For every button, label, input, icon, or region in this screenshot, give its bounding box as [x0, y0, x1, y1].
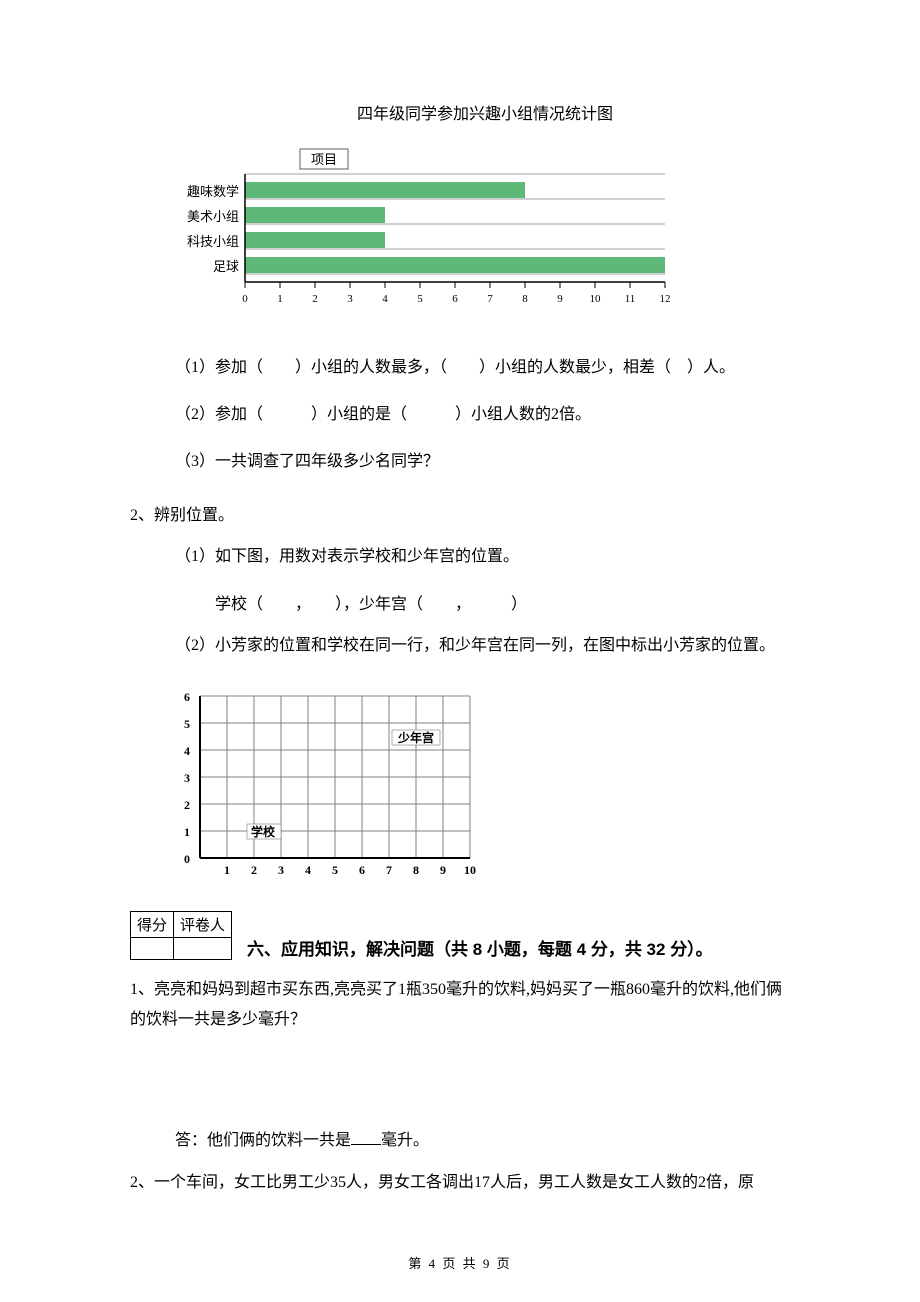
coordinate-grid: 6 5 4 3 2 1 0 1 2 3 4 5 6 7 8 9 10 学校 少年…	[175, 686, 790, 881]
svg-text:2: 2	[184, 798, 190, 812]
svg-text:0: 0	[184, 852, 190, 866]
svg-text:3: 3	[278, 863, 284, 876]
svg-text:11: 11	[625, 293, 636, 305]
score-cell-1	[131, 937, 174, 959]
svg-text:1: 1	[184, 825, 190, 839]
page-footer: 第 4 页 共 9 页	[0, 1253, 920, 1272]
question-1: （1）参加（ ）小组的人数最多，（ ）小组的人数最少，相差（ ）人。	[175, 354, 790, 383]
answer-suffix: 毫升。	[381, 1132, 429, 1149]
bar-chart-svg: 趣味数学 美术小组 科技小组 足球 项目	[175, 144, 670, 319]
svg-text:10: 10	[464, 863, 476, 876]
answer-blank	[351, 1129, 381, 1145]
problem-2: 2、一个车间，女工比男工少35人，男女工各调出17人后，男工人数是女工人数的2倍…	[130, 1168, 790, 1198]
bar-label-2: 科技小组	[187, 234, 239, 249]
x-ticks	[245, 282, 665, 288]
bar-1	[245, 207, 385, 223]
svg-text:3: 3	[184, 771, 190, 785]
svg-text:2: 2	[251, 863, 257, 876]
svg-text:3: 3	[347, 293, 353, 305]
score-header-1: 得分	[131, 911, 174, 937]
marker-school: 学校	[251, 824, 276, 839]
svg-text:5: 5	[417, 293, 423, 305]
svg-text:8: 8	[522, 293, 528, 305]
svg-text:4: 4	[382, 293, 388, 305]
svg-text:4: 4	[184, 744, 190, 758]
svg-text:5: 5	[332, 863, 338, 876]
svg-text:1: 1	[224, 863, 230, 876]
question-3: （3）一共调查了四年级多少名同学？	[175, 448, 790, 477]
bar-label-0: 趣味数学	[187, 184, 239, 199]
svg-text:5: 5	[184, 717, 190, 731]
bar-3	[245, 257, 665, 273]
problem-1: 1、亮亮和妈妈到超市买东西,亮亮买了1瓶350毫升的饮料,妈妈买了一瓶860毫升…	[130, 975, 790, 1036]
section-2-sub1: （1）如下图，用数对表示学校和少年宫的位置。	[175, 543, 790, 572]
svg-text:7: 7	[487, 293, 493, 305]
bar-2	[245, 232, 385, 248]
svg-text:6: 6	[359, 863, 365, 876]
score-cell-2	[174, 937, 232, 959]
axis-label: 项目	[311, 152, 337, 167]
chart-title: 四年级同学参加兴趣小组情况统计图	[180, 100, 790, 124]
section-2-num: 2、辨别位置。	[130, 501, 790, 525]
bar-chart: 趣味数学 美术小组 科技小组 足球 项目	[175, 144, 655, 324]
svg-text:6: 6	[184, 690, 190, 704]
svg-text:10: 10	[590, 293, 602, 305]
answer-prefix: 答：他们俩的饮料一共是	[175, 1132, 351, 1149]
svg-text:9: 9	[557, 293, 563, 305]
bar-0	[245, 182, 525, 198]
score-table: 得分 评卷人	[130, 911, 232, 960]
svg-text:2: 2	[312, 293, 318, 305]
question-2: （2）参加（ ）小组的是（ ）小组人数的2倍。	[175, 401, 790, 430]
marker-youthpalace: 少年宫	[397, 730, 434, 745]
problem-1-answer: 答：他们俩的饮料一共是 毫升。	[175, 1126, 790, 1150]
section-6-title: 六、应用知识，解决问题（共 8 小题，每题 4 分，共 32 分）。	[247, 935, 713, 960]
score-section: 得分 评卷人 六、应用知识，解决问题（共 8 小题，每题 4 分，共 32 分）…	[130, 911, 790, 960]
svg-text:4: 4	[305, 863, 311, 876]
svg-text:9: 9	[440, 863, 446, 876]
grid-svg: 6 5 4 3 2 1 0 1 2 3 4 5 6 7 8 9 10 学校 少年…	[175, 686, 485, 876]
svg-text:0: 0	[242, 293, 248, 305]
svg-text:6: 6	[452, 293, 458, 305]
coord-line: 学校（ ， ），少年宫（ ， ）	[215, 590, 790, 614]
score-header-2: 评卷人	[174, 911, 232, 937]
bar-label-1: 美术小组	[187, 209, 239, 224]
svg-text:8: 8	[413, 863, 419, 876]
bar-label-3: 足球	[213, 259, 239, 274]
svg-text:7: 7	[386, 863, 392, 876]
section-2-sub2: （2）小芳家的位置和学校在同一行，和少年宫在同一列，在图中标出小芳家的位置。	[175, 632, 790, 661]
svg-text:1: 1	[277, 293, 283, 305]
svg-text:12: 12	[660, 293, 671, 305]
